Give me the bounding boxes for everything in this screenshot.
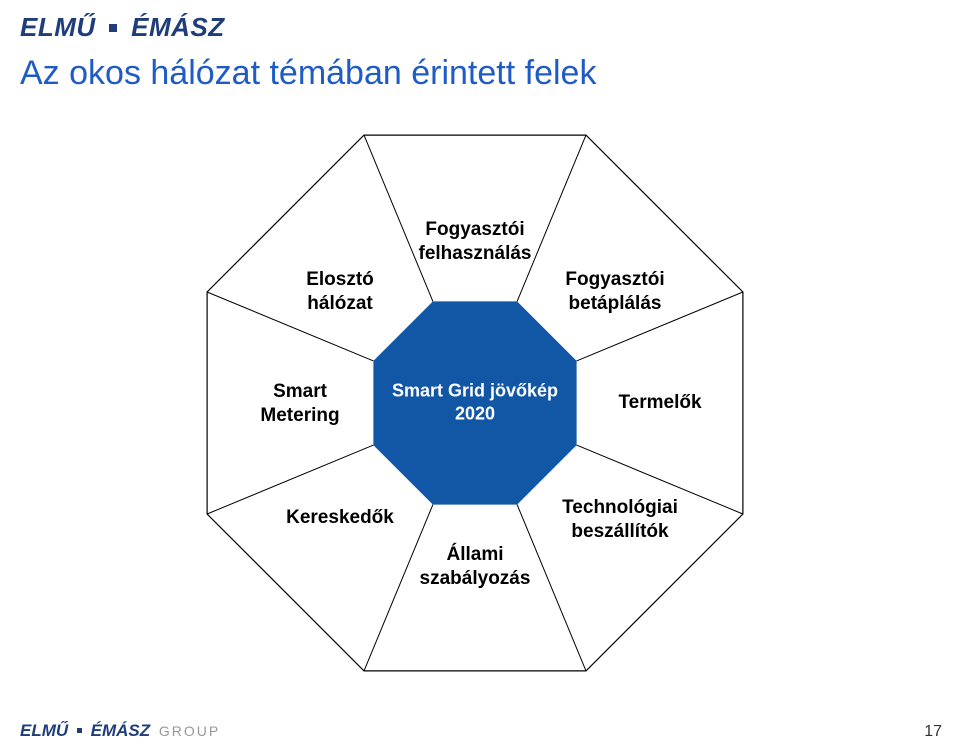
segment-top-left: Elosztó hálózat	[285, 268, 395, 316]
segment-right: Termelők	[600, 391, 720, 415]
header-logo: ELMŰ ÉMÁSZ	[20, 12, 225, 43]
footer-group: GROUP	[159, 723, 220, 739]
segment-bottom-left: Kereskedők	[275, 506, 405, 530]
segment-top-right: Fogyasztói betáplálás	[555, 268, 675, 316]
logo-part2: ÉMÁSZ	[131, 12, 225, 42]
segment-left: Smart Metering	[245, 380, 355, 428]
logo-bullet-icon	[109, 24, 117, 32]
footer-logo: ELMŰ ÉMÁSZ GROUP	[20, 721, 220, 741]
footer-logo-part2: ÉMÁSZ	[91, 721, 151, 740]
footer-bullet-icon	[77, 728, 82, 733]
page-number: 17	[924, 723, 942, 741]
segment-bottom: Állami szabályozás	[410, 543, 540, 591]
page-title: Az okos hálózat témában érintett felek	[20, 54, 596, 93]
footer-logo-part1: ELMŰ	[20, 721, 68, 740]
logo-part1: ELMŰ	[20, 12, 96, 42]
segment-top: Fogyasztói felhasználás	[415, 218, 535, 266]
octagon-diagram: Fogyasztói felhasználás Fogyasztói betáp…	[180, 108, 770, 698]
segment-bottom-right: Technológiai beszállítók	[545, 496, 695, 544]
center-label: Smart Grid jövőkép 2020	[390, 380, 560, 427]
